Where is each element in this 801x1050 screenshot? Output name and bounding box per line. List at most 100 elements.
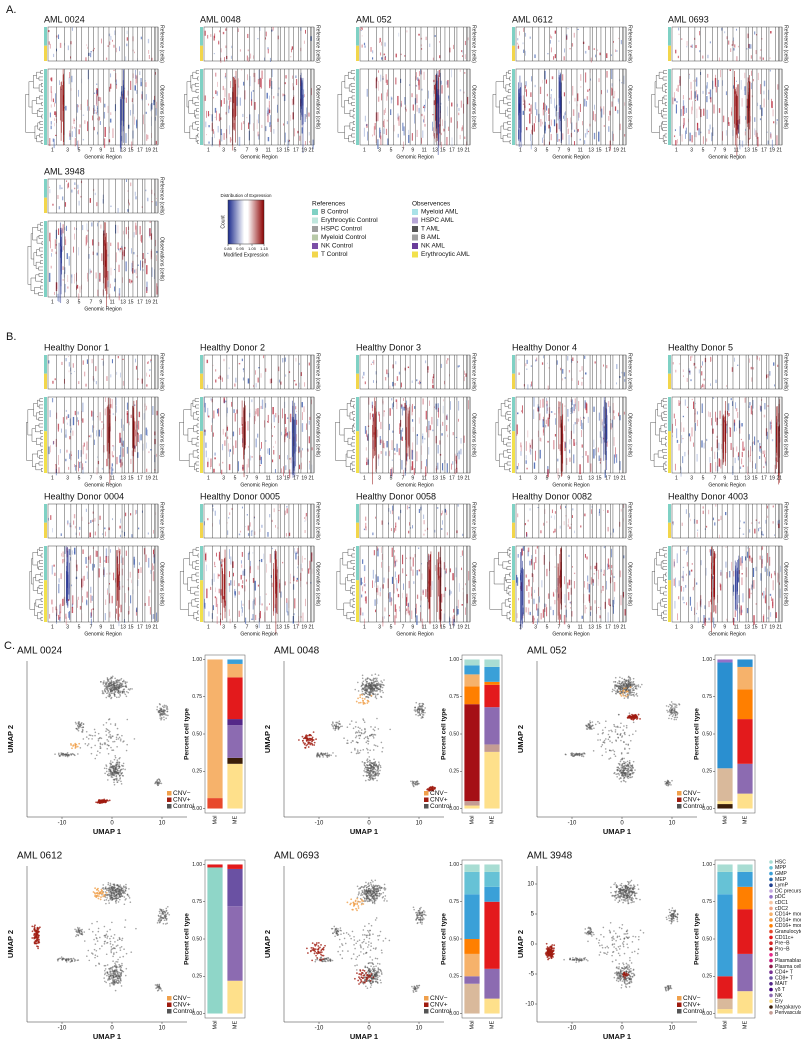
heatmap-cell xyxy=(692,101,693,111)
heatmap-cell xyxy=(98,568,100,578)
heatmap-cell xyxy=(58,578,60,583)
heatmap-cell xyxy=(434,133,435,139)
heatmap-cell xyxy=(260,456,262,465)
heatmap-cell xyxy=(708,129,710,131)
heatmap-cell xyxy=(612,605,614,614)
heatmap-cell xyxy=(446,136,448,146)
heatmap-cell xyxy=(59,184,61,190)
heatmap-cell xyxy=(153,614,155,619)
annotation-strip xyxy=(512,431,515,473)
chromosome-label: 13 xyxy=(276,624,282,630)
heatmap-cell xyxy=(104,560,106,562)
heatmap-cell xyxy=(741,140,744,148)
dendrogram-branch xyxy=(193,412,198,420)
dendrogram-branch xyxy=(353,417,355,421)
colorbar-tick-label: 0.85 xyxy=(224,246,233,251)
chromosome-label: 21 xyxy=(620,475,626,481)
dendrogram-branch xyxy=(37,548,42,556)
heatmap-cell xyxy=(97,131,98,135)
heatmap-cell xyxy=(623,372,625,377)
heatmap-cell xyxy=(399,573,401,582)
heatmap-cell xyxy=(584,50,587,54)
heatmap-cell xyxy=(99,412,101,421)
heatmap-cell xyxy=(686,550,688,555)
heatmap-cell xyxy=(577,130,578,133)
heatmap-cell xyxy=(526,533,528,537)
heatmap-cell xyxy=(53,564,55,567)
heatmap-cell xyxy=(423,514,425,519)
heatmap-cell xyxy=(439,56,441,58)
heatmap-cell xyxy=(156,283,158,287)
heatmap-cell xyxy=(395,399,397,402)
chromosome-label: 3 xyxy=(66,624,69,630)
dendrogram-branch xyxy=(499,453,505,467)
heatmap-cell xyxy=(92,375,94,381)
heatmap-cell xyxy=(82,138,85,141)
heatmap-cell xyxy=(85,383,87,387)
heatmap-cell xyxy=(268,105,270,113)
heatmap-cell xyxy=(271,459,274,463)
heatmap-cell xyxy=(690,45,692,48)
heatmap-cell xyxy=(141,206,143,208)
dendrogram-branch xyxy=(345,453,351,467)
heatmap-cell xyxy=(748,434,750,440)
heatmap-cell xyxy=(52,98,55,103)
heatmap-cell xyxy=(288,532,291,536)
heatmap-cell xyxy=(58,206,61,210)
heatmap-cell xyxy=(751,377,753,382)
dendrogram-branch xyxy=(509,610,511,615)
heatmap-cell xyxy=(126,410,129,415)
heatmap-cell xyxy=(400,382,402,388)
x-axis-label: Genomic Region xyxy=(708,631,745,637)
heatmap-cell xyxy=(682,415,685,418)
heatmap-cell xyxy=(543,355,544,359)
heatmap-cell xyxy=(767,405,769,407)
dendrogram-branch xyxy=(506,71,510,79)
heatmap-cell xyxy=(48,41,50,45)
heatmap-band xyxy=(724,416,726,440)
heatmap-cell xyxy=(702,136,704,144)
dendrogram-branch xyxy=(38,76,43,81)
dendrogram-branch xyxy=(507,436,511,440)
heatmap-cell xyxy=(234,412,236,422)
heatmap-cell xyxy=(716,435,718,439)
heatmap-cell xyxy=(363,371,365,376)
heatmap-cell xyxy=(584,355,586,359)
heatmap-cell xyxy=(699,50,701,53)
heatmap-title: AML 0612 xyxy=(512,14,553,24)
heatmap-band xyxy=(109,398,111,432)
heatmap-cell xyxy=(267,48,269,54)
heatmap-cell xyxy=(586,403,588,414)
heatmap-cell xyxy=(549,34,551,38)
heatmap-cell xyxy=(733,617,735,626)
heatmap-cell xyxy=(624,379,626,382)
heatmap-cell xyxy=(537,618,538,625)
dendrogram-branch xyxy=(664,553,667,558)
reference-label: Reference (cells) xyxy=(159,353,165,391)
heatmap-cell xyxy=(50,240,51,249)
heatmap-cell xyxy=(135,509,136,515)
heatmap-cell xyxy=(453,618,455,627)
dendrogram-branch xyxy=(189,552,193,566)
heatmap-cell xyxy=(709,89,712,100)
heatmap-cell xyxy=(741,98,743,107)
heatmap-cell xyxy=(124,593,126,603)
heatmap-cell xyxy=(531,586,533,597)
heatmap-cell xyxy=(693,401,695,409)
heatmap-cell xyxy=(374,122,376,130)
heatmap-cell xyxy=(220,618,221,626)
heatmap-cell xyxy=(444,570,447,575)
heatmap-cell xyxy=(282,357,284,363)
heatmap-cell xyxy=(213,573,215,582)
observation-label: Observations (cells) xyxy=(627,562,633,607)
heatmap-cell xyxy=(563,56,565,61)
heatmap-cell xyxy=(538,587,540,597)
heatmap xyxy=(356,503,471,539)
heatmap-cell xyxy=(154,239,156,247)
heatmap-cell xyxy=(420,605,421,608)
heatmap-cell xyxy=(62,224,64,234)
heatmap-cell xyxy=(574,442,576,446)
heatmap-band xyxy=(561,426,563,476)
heatmap xyxy=(44,354,159,390)
heatmap-cell xyxy=(82,114,85,116)
